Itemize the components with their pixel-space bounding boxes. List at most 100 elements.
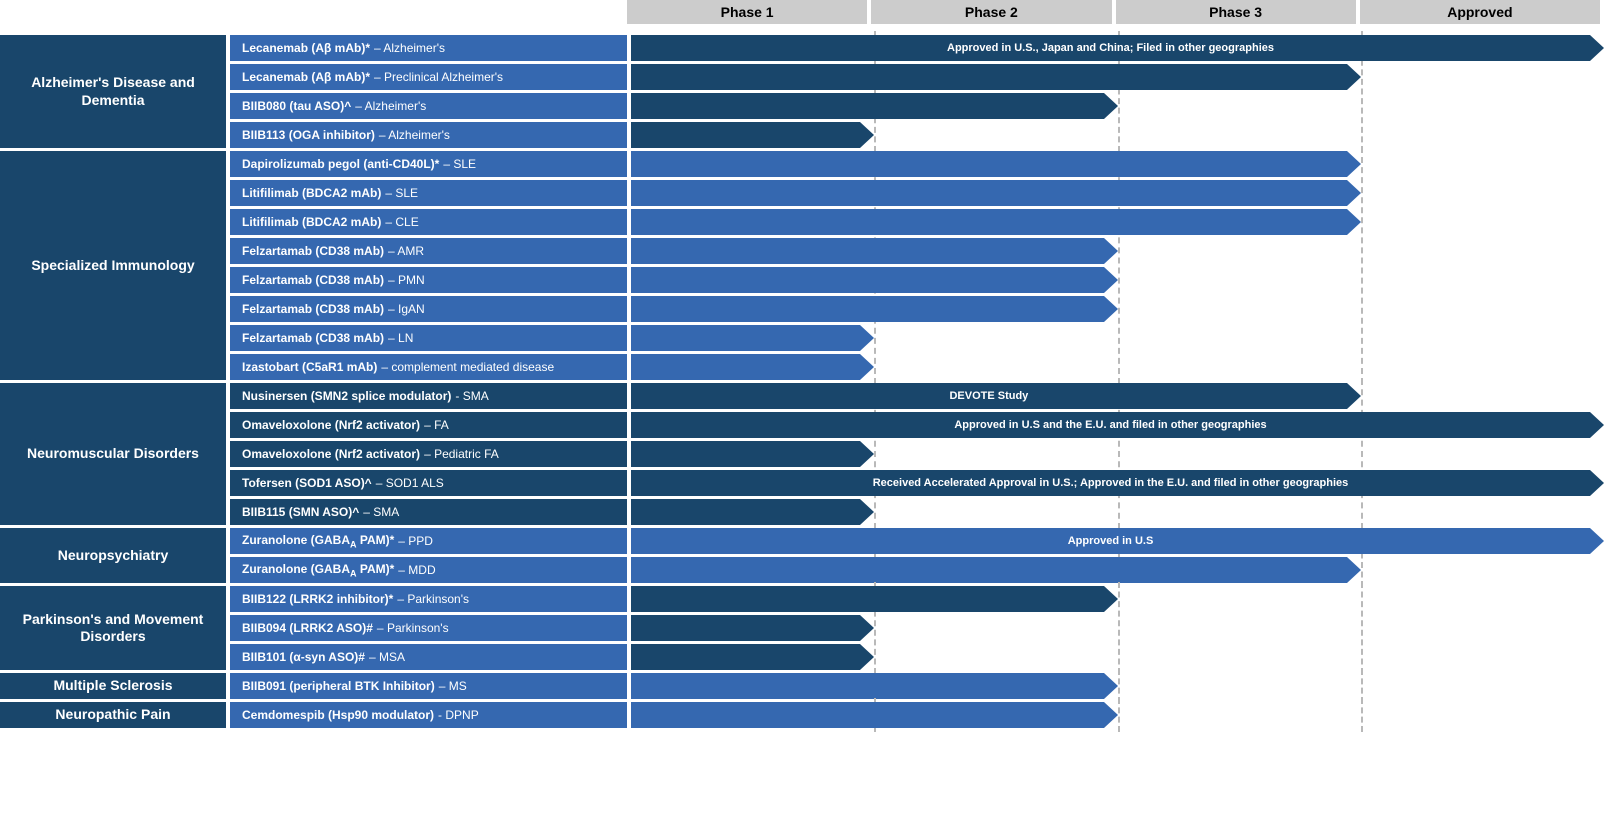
drug-label: Izastobart (C5aR1 mAb) – complement medi… — [230, 354, 627, 380]
bar-row — [631, 644, 1604, 670]
phase-bar — [631, 499, 874, 525]
drug-label: Felzartamab (CD38 mAb) – IgAN — [230, 296, 627, 322]
drug-name: Zuranolone (GABAA PAM)* — [242, 562, 394, 578]
drug-label: Zuranolone (GABAA PAM)* – MDD — [230, 557, 627, 583]
drug-name: Felzartamab (CD38 mAb) — [242, 302, 384, 316]
bar-body — [631, 528, 1590, 554]
phase-bar — [631, 151, 1361, 177]
drug-name: BIIB113 (OGA inhibitor) — [242, 128, 375, 142]
drug-indication: – MSA — [369, 650, 405, 664]
phase-bar: Approved in U.S and the E.U. and filed i… — [631, 412, 1604, 438]
chart-body: Alzheimer's Disease and DementiaLecanema… — [0, 35, 1604, 731]
category-label: Neuromuscular Disorders — [0, 383, 226, 525]
phase-bar — [631, 354, 874, 380]
drug-indication: – LN — [388, 331, 413, 345]
drug-name: BIIB101 (α-syn ASO)# — [242, 650, 365, 664]
category-block: NeuropsychiatryZuranolone (GABAA PAM)* –… — [0, 528, 1604, 583]
drug-name: Felzartamab (CD38 mAb) — [242, 273, 384, 287]
drug-indication: – Alzheimer's — [379, 128, 450, 142]
bar-row — [631, 673, 1604, 699]
phase-header-2: Phase 3 — [1116, 0, 1356, 24]
category-label: Neuropathic Pain — [0, 702, 226, 728]
drug-indication: – IgAN — [388, 302, 425, 316]
bar-body — [631, 296, 1104, 322]
bar-body — [631, 615, 860, 641]
drug-indication: – SOD1 ALS — [376, 476, 444, 490]
drug-name: Omaveloxolone (Nrf2 activator) — [242, 447, 420, 461]
category-label: Specialized Immunology — [0, 151, 226, 380]
bar-body — [631, 64, 1347, 90]
bar-body — [631, 470, 1590, 496]
drug-label: Lecanemab (Aβ mAb)* – Preclinical Alzhei… — [230, 64, 627, 90]
drug-name: Omaveloxolone (Nrf2 activator) — [242, 418, 420, 432]
drug-indication: – complement mediated disease — [381, 360, 554, 374]
drug-label: BIIB094 (LRRK2 ASO)# – Parkinson's — [230, 615, 627, 641]
bar-body — [631, 93, 1104, 119]
drug-label: Nusinersen (SMN2 splice modulator) - SMA — [230, 383, 627, 409]
phase-bar — [631, 586, 1118, 612]
bar-body — [631, 209, 1347, 235]
bar-row: Approved in U.S and the E.U. and filed i… — [631, 412, 1604, 438]
phase-bar — [631, 122, 874, 148]
bars-area: DEVOTE StudyApproved in U.S and the E.U.… — [631, 383, 1604, 525]
bars-column: Approved in U.S — [631, 528, 1604, 583]
phase-bar — [631, 209, 1361, 235]
drug-name: Dapirolizumab pegol (anti-CD40L)* — [242, 157, 439, 171]
bars-column — [631, 673, 1604, 699]
drug-indication: – SLE — [385, 186, 418, 200]
drug-name: Cemdomespib (Hsp90 modulator) — [242, 708, 434, 722]
bar-arrow-icon — [860, 499, 874, 525]
bar-arrow-icon — [1104, 586, 1118, 612]
phase-bar: Approved in U.S., Japan and China; Filed… — [631, 35, 1604, 61]
drug-column: BIIB122 (LRRK2 inhibitor)* – Parkinson's… — [230, 586, 627, 670]
drug-label: Cemdomespib (Hsp90 modulator) - DPNP — [230, 702, 627, 728]
drug-label: Omaveloxolone (Nrf2 activator) – FA — [230, 412, 627, 438]
drug-indication: - DPNP — [438, 708, 479, 722]
bar-body — [631, 412, 1590, 438]
drug-column: Nusinersen (SMN2 splice modulator) - SMA… — [230, 383, 627, 525]
bars-area — [631, 702, 1604, 728]
bar-row — [631, 586, 1604, 612]
bar-arrow-icon — [860, 615, 874, 641]
bar-row — [631, 702, 1604, 728]
drug-column: Lecanemab (Aβ mAb)* – Alzheimer's Lecanem… — [230, 35, 627, 148]
bar-arrow-icon — [1104, 702, 1118, 728]
drug-name: Tofersen (SOD1 ASO)^ — [242, 476, 372, 490]
drug-column: Zuranolone (GABAA PAM)* – PPDZuranolone … — [230, 528, 627, 583]
bar-row — [631, 296, 1604, 322]
phase-bar — [631, 673, 1118, 699]
phase-bar — [631, 702, 1118, 728]
bars-column — [631, 586, 1604, 670]
bars-column: Approved in U.S., Japan and China; Filed… — [631, 35, 1604, 148]
drug-name: Izastobart (C5aR1 mAb) — [242, 360, 377, 374]
phase-bar — [631, 296, 1118, 322]
bar-row: Approved in U.S., Japan and China; Filed… — [631, 35, 1604, 61]
bar-body — [631, 383, 1347, 409]
category-block: Parkinson's and Movement DisordersBIIB12… — [0, 586, 1604, 670]
drug-indication: – Alzheimer's — [374, 41, 445, 55]
drug-column: BIIB091 (peripheral BTK Inhibitor) – MS — [230, 673, 627, 699]
phase-bar — [631, 441, 874, 467]
category-block: Multiple SclerosisBIIB091 (peripheral BT… — [0, 673, 1604, 699]
drug-indication: – MDD — [398, 563, 435, 577]
bar-arrow-icon — [860, 644, 874, 670]
category-block: Neuromuscular DisordersNusinersen (SMN2 … — [0, 383, 1604, 525]
drug-label: BIIB101 (α-syn ASO)# – MSA — [230, 644, 627, 670]
drug-label: Felzartamab (CD38 mAb) – PMN — [230, 267, 627, 293]
drug-indication: – CLE — [385, 215, 418, 229]
bar-arrow-icon — [860, 122, 874, 148]
bar-body — [631, 557, 1347, 583]
phase-header-row: Phase 1Phase 2Phase 3Approved — [0, 0, 1604, 24]
phase-bar — [631, 557, 1361, 583]
phase-header-1: Phase 2 — [871, 0, 1111, 24]
bar-arrow-icon — [1104, 267, 1118, 293]
bar-arrow-icon — [1104, 673, 1118, 699]
drug-indication: – AMR — [388, 244, 424, 258]
drug-name: Lecanemab (Aβ mAb)* — [242, 70, 370, 84]
bar-body — [631, 702, 1104, 728]
phase-headers: Phase 1Phase 2Phase 3Approved — [627, 0, 1604, 24]
bar-row — [631, 122, 1604, 148]
drug-indication: – Alzheimer's — [355, 99, 426, 113]
bar-arrow-icon — [1104, 93, 1118, 119]
drug-indication: – Parkinson's — [397, 592, 469, 606]
